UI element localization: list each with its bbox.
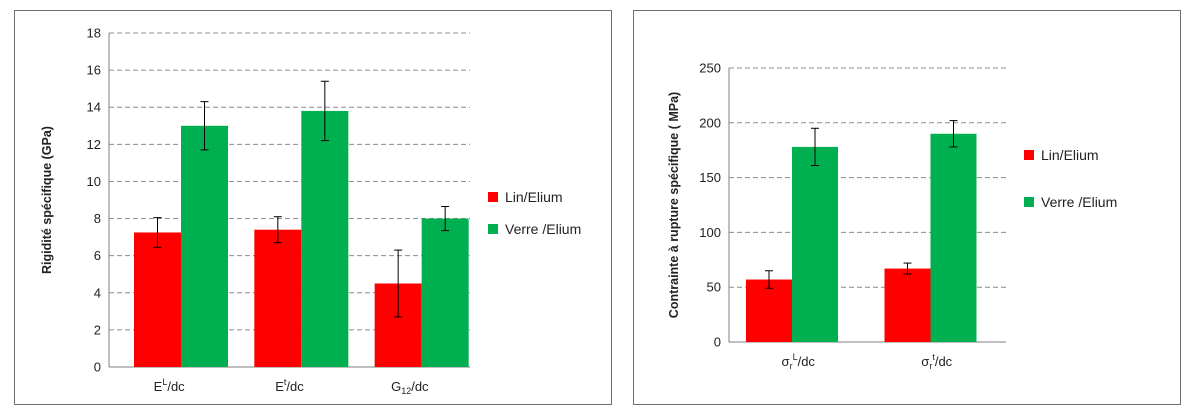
legend-swatch (488, 224, 498, 234)
legend-label: Verre /Elium (1041, 194, 1117, 210)
x-category-label: G12/dc (391, 379, 429, 396)
x-category-label: σrt/dc (921, 352, 952, 371)
y-tick-label: 50 (707, 280, 721, 295)
y-tick-label: 2 (94, 322, 101, 337)
bar-verre-0 (792, 146, 838, 342)
error-bar (273, 216, 282, 244)
error-bar (441, 205, 450, 232)
error-bar (153, 217, 162, 248)
x-category-label: Et/dc (275, 377, 304, 394)
y-tick-label: 100 (699, 225, 721, 240)
y-tick-label: 14 (87, 100, 101, 115)
legend-swatch (1024, 197, 1034, 207)
error-bar (394, 249, 403, 318)
error-bar (320, 80, 329, 142)
bar-lin-0 (746, 279, 792, 342)
y-tick-label: 0 (714, 335, 721, 350)
bar-verre-1 (301, 110, 349, 367)
y-tick-label: 4 (94, 285, 101, 300)
error-bar (949, 120, 958, 148)
y-tick-label: 16 (87, 63, 101, 78)
bar-lin-1 (254, 229, 302, 367)
chart-panel-stiffness: 0 2 4 6 8 10 12 14 16 18 EL/dc Et/dc G12/dc Rigidité … (14, 10, 612, 405)
strength-chart: 0 50 100 150 200 250 σrL/dc σrt/dc Contrainte à … (667, 61, 1117, 372)
legend-label: Verre /Elium (505, 221, 581, 237)
y-tick-label: 250 (699, 61, 721, 76)
error-bar (903, 262, 912, 275)
y-tick-label: 6 (94, 248, 101, 263)
error-bar (765, 270, 773, 289)
legend-swatch (1024, 150, 1034, 160)
y-axis-title: Contrainte à rupture spécifique ( MPa) (667, 92, 681, 318)
y-axis-title: Rigidité spécifique (GPa) (40, 126, 54, 274)
y-tick-label: 10 (87, 174, 101, 189)
y-tick-label: 0 (94, 360, 101, 375)
bar-lin-1 (884, 268, 931, 342)
error-bar (200, 101, 209, 151)
bar-lin-0 (134, 232, 181, 367)
bar-verre-2 (421, 218, 469, 367)
legend-swatch (488, 192, 498, 202)
bar-verre-0 (181, 125, 228, 368)
legend-label: Lin/Elium (505, 189, 563, 205)
stiffness-chart: 0 2 4 6 8 10 12 14 16 18 EL/dc Et/dc G12/dc Rigidité … (40, 26, 581, 397)
legend-label: Lin/Elium (1041, 147, 1099, 163)
error-bar (811, 127, 819, 167)
y-tick-label: 8 (94, 211, 101, 226)
chart-panel-strength: 0 50 100 150 200 250 σrL/dc σrt/dc Contrainte à … (633, 10, 1181, 405)
x-category-label: EL/dc (154, 377, 186, 394)
y-tick-label: 18 (87, 26, 101, 41)
y-tick-label: 150 (699, 170, 721, 185)
bar-verre-1 (930, 133, 977, 342)
y-tick-label: 200 (699, 115, 721, 130)
x-category-label: σrL/dc (782, 352, 816, 371)
y-tick-label: 12 (87, 137, 101, 152)
